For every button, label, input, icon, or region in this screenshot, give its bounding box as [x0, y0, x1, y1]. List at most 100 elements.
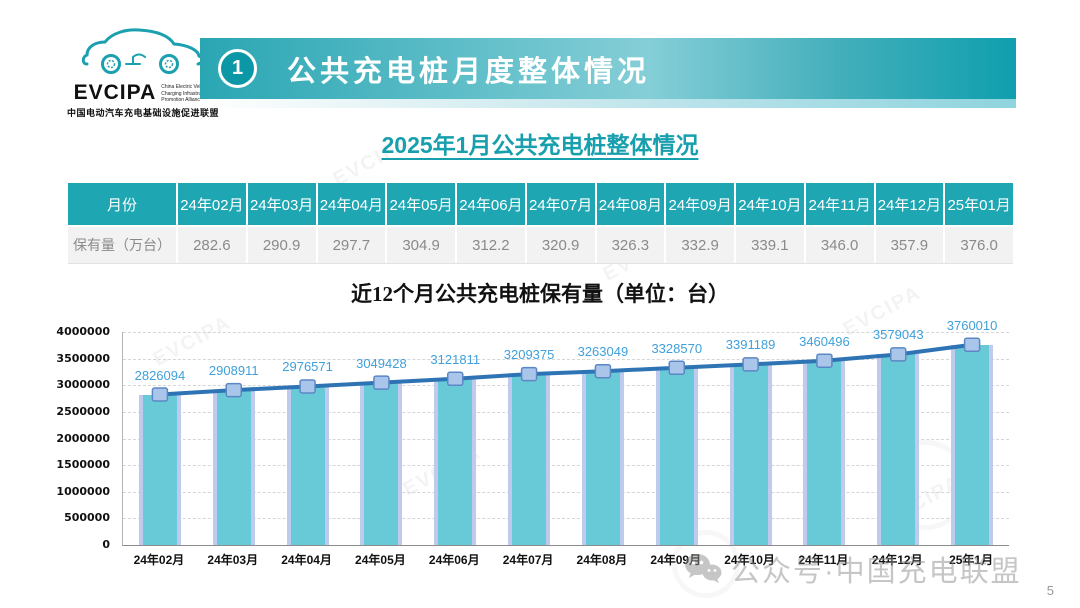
- logo-subtext-line: Charging Infrastructure: [161, 90, 213, 97]
- page-number: 5: [1046, 583, 1054, 598]
- table-data-row: 保有量（万台） 282.6 290.9 297.7 304.9 312.2 320.9 326…: [68, 225, 1013, 264]
- bar: [581, 371, 624, 545]
- bar: [508, 374, 551, 545]
- wechat-icon: [685, 554, 722, 583]
- x-tick-label: 25年1月: [949, 553, 994, 567]
- gridline: [123, 438, 1009, 440]
- bar: [729, 364, 772, 545]
- y-tick-label: 500000: [64, 511, 110, 525]
- gridline: [123, 465, 1009, 467]
- x-tick-label: 24年12月: [871, 553, 923, 567]
- data-label: 3209375: [503, 347, 555, 362]
- table-column-header: 25年01月: [945, 183, 1013, 225]
- line-marker: [816, 353, 833, 368]
- chart-plot: 2826094 2908911 2976571 3049428 3121811 32093…: [122, 318, 1009, 546]
- table-cell: 376.0: [945, 225, 1013, 263]
- line-marker: [151, 387, 169, 402]
- bar: [212, 390, 255, 545]
- table-cell: 282.6: [178, 225, 248, 263]
- table-cell: 357.9: [875, 225, 946, 263]
- table-cell: 297.7: [317, 225, 388, 263]
- x-tick-label: 24年04月: [281, 553, 332, 567]
- y-tick-label: 3500000: [56, 351, 110, 365]
- data-label: 2908911: [208, 363, 259, 378]
- section-number-badge: 1: [218, 49, 257, 88]
- table-column-header: 24年02月: [178, 183, 248, 225]
- table-column-header: 24年11月: [805, 183, 876, 225]
- gridline: [123, 411, 1009, 413]
- table-corner-header: 月份: [68, 183, 178, 225]
- y-tick-label: 2000000: [56, 431, 110, 445]
- line-marker: [299, 379, 316, 394]
- data-label: 3391189: [725, 337, 776, 352]
- wechat-watermark: 公众号·中国充电联盟: [684, 548, 1022, 590]
- table-column-header: 24年10月: [736, 183, 806, 225]
- bar: [138, 395, 181, 545]
- gridline: [123, 491, 1009, 493]
- y-tick-label: 0: [102, 538, 110, 551]
- data-label: 3328570: [651, 341, 703, 356]
- table-column-header: 24年07月: [526, 183, 597, 225]
- table-cell: 304.9: [387, 225, 457, 263]
- gridline: [123, 385, 1009, 387]
- x-tick-label: 24年05月: [355, 553, 406, 567]
- data-label: 3121811: [430, 352, 481, 367]
- table-cell: 312.2: [457, 225, 527, 263]
- chart-y-axis: 0 500000 1000000 1500000 2000000 2500000 30000…: [24, 325, 116, 551]
- logo-chinese-name: 中国电动汽车充电基础设施促进联盟: [66, 108, 219, 118]
- watermark-text: 公众号·中国充电联盟: [731, 556, 1022, 588]
- bar: [951, 345, 994, 545]
- gridline: [123, 518, 1009, 520]
- x-tick-label: 24年06月: [428, 553, 480, 567]
- table-column-header: 24年08月: [596, 183, 667, 225]
- line-marker: [225, 382, 242, 398]
- chart-x-axis: 24年02月 24年03月 24年04月 24年05月 24年06月 24年07月 24年0…: [122, 551, 1008, 567]
- gridline: [123, 358, 1009, 360]
- logo-subtext: China Electric Vehicle Charging Infrastr…: [161, 84, 212, 103]
- table-cell: 346.0: [805, 225, 876, 263]
- table-cell: 326.3: [596, 225, 667, 263]
- data-label: 2826094: [134, 368, 186, 383]
- bar: [434, 379, 477, 545]
- gridline: [123, 332, 1009, 333]
- trend-line: [159, 342, 973, 397]
- y-tick-label: 4000000: [56, 325, 110, 338]
- evcipa-car-icon: [81, 28, 204, 74]
- y-tick-label: 1000000: [56, 484, 110, 498]
- y-tick-label: 1500000: [56, 458, 110, 472]
- table-header-row: 月份 24年02月 24年03月 24年04月 24年05月 24年06月 24年07月 24…: [68, 183, 1013, 225]
- logo-subtext-line: Promotion Alliance: [161, 96, 203, 103]
- data-label: 3760010: [946, 318, 998, 333]
- table-cell: 320.9: [526, 225, 597, 263]
- section-title: 2025年1月公共充电桩整体情况: [381, 132, 699, 158]
- line-marker: [890, 347, 907, 362]
- line-marker: [963, 337, 981, 353]
- data-label: 2976571: [282, 359, 333, 374]
- trend-line-layer: [151, 337, 981, 402]
- x-tick-label: 24年03月: [207, 553, 259, 567]
- data-label: 3460496: [799, 334, 850, 349]
- line-marker: [447, 371, 464, 387]
- line-marker: [668, 360, 685, 376]
- background-logo-ghost: [672, 530, 740, 598]
- header-banner-strip: [200, 99, 1016, 108]
- x-tick-label: 24年10月: [724, 553, 775, 567]
- chart-title: 近12个月公共充电桩保有量（单位：台）: [351, 282, 729, 306]
- line-marker: [594, 363, 612, 379]
- table-column-header: 24年03月: [247, 183, 318, 225]
- line-marker: [373, 375, 390, 390]
- bar: [877, 354, 920, 545]
- y-tick-label: 3000000: [56, 378, 110, 392]
- data-label: 3263049: [577, 344, 629, 359]
- table-cell: 339.1: [736, 225, 806, 263]
- table-column-header: 24年09月: [666, 183, 736, 225]
- bar: [286, 386, 329, 545]
- table-cell: 290.9: [247, 225, 318, 263]
- logo-acronym: EVCIPA: [73, 81, 157, 104]
- table-row-label: 保有量（万台）: [68, 225, 178, 263]
- header-title: 公共充电桩月度整体情况: [287, 55, 651, 88]
- data-label: 3049428: [356, 356, 407, 371]
- line-marker: [520, 366, 538, 382]
- table-column-header: 24年06月: [457, 183, 527, 225]
